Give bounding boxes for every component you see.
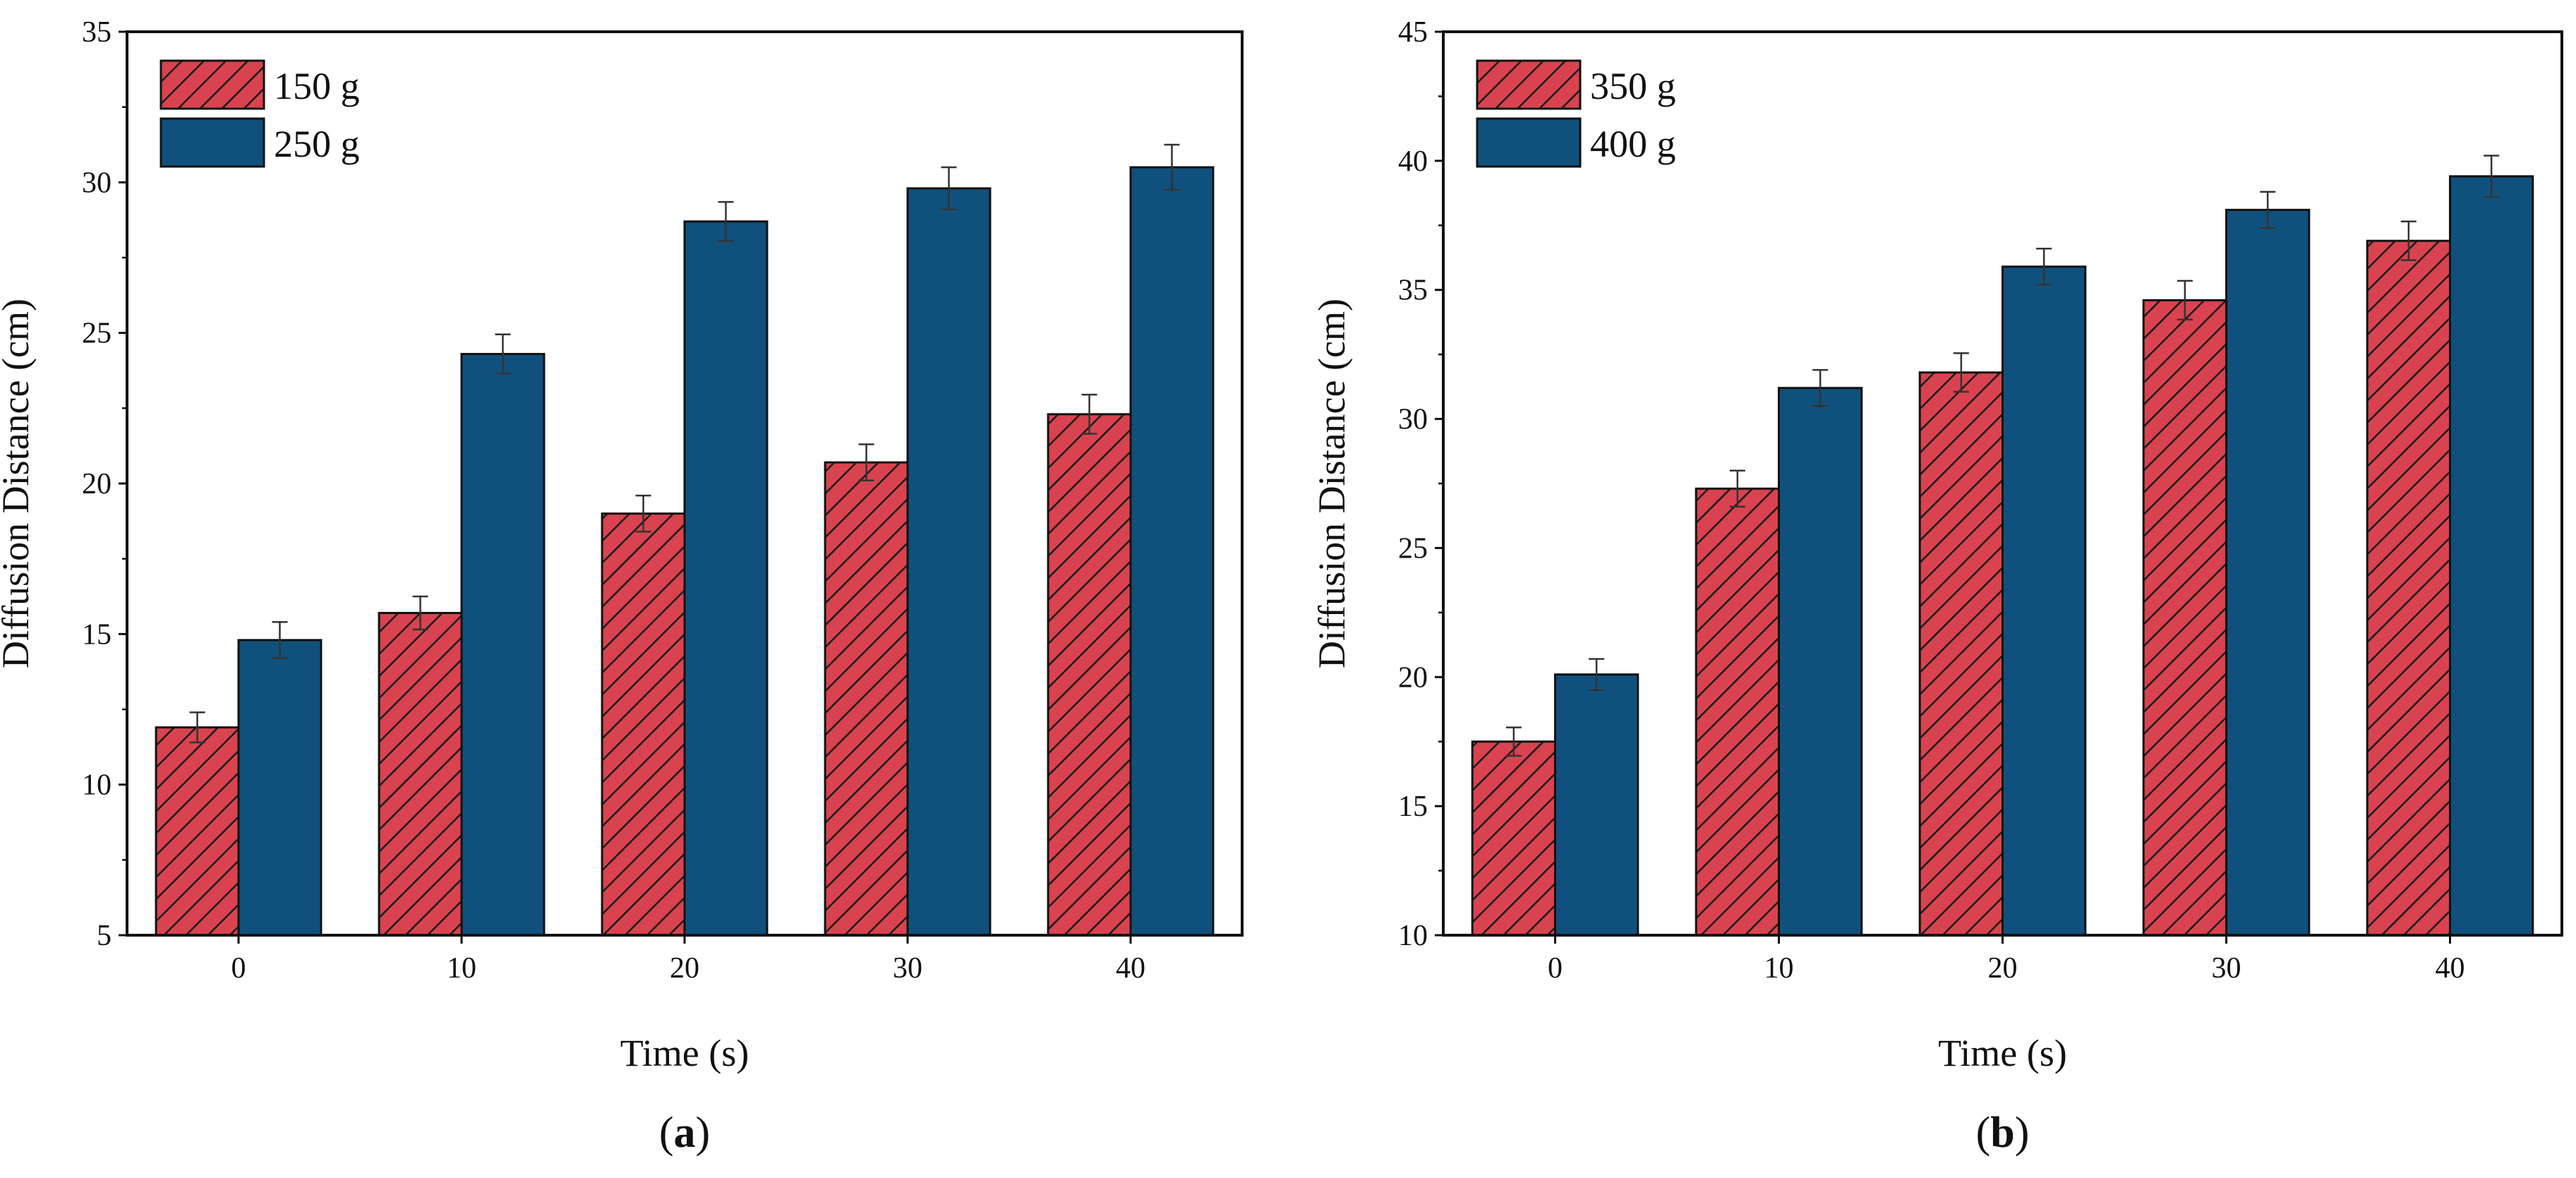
y-tick-label: 30: [82, 167, 112, 199]
panel-caption-b: (b): [1976, 1109, 2030, 1157]
bar-150g-t10: [378, 611, 463, 937]
y-axis-title-a: Diffusion Distance (cm): [0, 299, 37, 668]
bar-400g-t0: [1554, 673, 1639, 937]
x-axis-b: 0 10 20 30 40: [1548, 935, 2465, 985]
bar-400g-t10: [1778, 387, 1863, 937]
bar-400g-t30: [2225, 208, 2311, 937]
y-tick-label: 15: [1398, 791, 1428, 823]
error-bar-400g-t20: [2036, 247, 2052, 286]
error-bar-350g-t40: [2400, 220, 2416, 261]
error-bar-350g-t30: [2177, 280, 2193, 321]
error-bar-150g-t40: [1081, 393, 1097, 435]
error-bar-250g-t0: [272, 621, 288, 659]
bar-350g-t10: [1695, 487, 1780, 937]
y-axis-b: 10 15 20 25 30 35 40 45: [1398, 16, 1443, 952]
bar-250g-t0: [237, 639, 323, 937]
bar-150g-t0: [155, 726, 240, 937]
legend-label-250g: 250 g: [274, 123, 360, 165]
chart-panel-a: 5 10 15 20 25 30 35 0 10 20 30 40 Diffusion Distan…: [0, 16, 1244, 1157]
y-tick-label: 40: [1398, 145, 1428, 178]
error-bars-group-b: [1505, 155, 2500, 757]
bar-250g-t20: [683, 220, 769, 937]
y-tick-label: 45: [1398, 16, 1428, 49]
y-tick-label: 35: [82, 16, 112, 49]
x-tick-label: 10: [447, 952, 476, 985]
bar-150g-t30: [824, 461, 909, 937]
legend-swatch-250g: [160, 117, 265, 168]
y-tick-label: 10: [1398, 920, 1428, 952]
chart-panel-b: 10 15 20 25 30 35 40 45 0 10 20 30 40 Diffusion Dis…: [1311, 16, 2563, 1157]
y-axis-title-b: Diffusion Distance (cm): [1311, 299, 1353, 668]
legend-swatch-350g: [1476, 59, 1582, 110]
y-tick-label: 35: [1398, 275, 1428, 307]
x-tick-label: 0: [1548, 952, 1563, 985]
legend-label-350g: 350 g: [1590, 65, 1676, 107]
bar-150g-t40: [1047, 413, 1132, 937]
error-bar-150g-t30: [858, 443, 874, 481]
x-tick-label: 20: [1988, 952, 2018, 985]
error-bar-400g-t0: [1589, 658, 1605, 691]
y-tick-label: 25: [82, 318, 112, 350]
error-bar-350g-t10: [1729, 469, 1745, 508]
x-tick-label: 20: [670, 952, 699, 985]
x-tick-label: 30: [893, 952, 922, 985]
bar-350g-t20: [1918, 371, 2004, 937]
x-tick-label: 10: [1764, 952, 1794, 985]
bar-350g-t40: [2366, 239, 2451, 937]
x-axis-title-b: Time (s): [1938, 1032, 2067, 1074]
panel-letter-b: b: [1990, 1109, 2014, 1157]
bar-350g-t30: [2142, 299, 2227, 937]
legend-a: 150 g 250 g: [160, 59, 360, 168]
panel-caption-a: (a): [659, 1109, 710, 1157]
legend-label-150g: 150 g: [274, 65, 360, 107]
y-tick-label: 5: [97, 920, 112, 952]
bars-group-a: [155, 166, 1215, 937]
error-bar-400g-t10: [1812, 368, 1829, 407]
bars-group-b: [1471, 175, 2534, 937]
error-bar-250g-t30: [941, 166, 957, 210]
x-tick-label: 40: [2436, 952, 2465, 985]
error-bars-group-a: [189, 143, 1180, 744]
error-bar-400g-t40: [2484, 155, 2500, 198]
legend-b: 350 g 400 g: [1476, 59, 1676, 168]
error-bar-150g-t10: [412, 595, 428, 631]
error-bar-250g-t20: [718, 200, 734, 242]
bar-350g-t0: [1471, 740, 1556, 937]
y-axis-a: 5 10 15 20 25 30 35: [82, 16, 127, 952]
y-tick-label: 20: [1398, 661, 1428, 694]
y-tick-label: 30: [1398, 404, 1428, 436]
y-tick-label: 10: [82, 769, 112, 802]
error-bar-150g-t20: [635, 494, 651, 533]
error-bar-250g-t40: [1164, 143, 1180, 191]
x-tick-label: 0: [231, 952, 246, 985]
x-axis-a: 0 10 20 30 40: [231, 935, 1145, 985]
y-tick-label: 15: [82, 618, 112, 651]
bar-400g-t40: [2449, 175, 2534, 937]
legend-swatch-150g: [160, 59, 265, 110]
bar-250g-t10: [460, 353, 546, 937]
bar-150g-t20: [601, 512, 686, 937]
legend-label-400g: 400 g: [1590, 123, 1676, 165]
bar-400g-t20: [2002, 265, 2087, 937]
error-bar-400g-t30: [2260, 191, 2276, 229]
error-bar-350g-t0: [1505, 726, 1522, 757]
x-tick-label: 30: [2212, 952, 2241, 985]
y-tick-label: 25: [1398, 532, 1428, 565]
error-bar-250g-t10: [495, 333, 511, 375]
error-bar-350g-t20: [1953, 352, 1969, 393]
y-tick-label: 20: [82, 468, 112, 500]
bar-250g-t30: [906, 187, 992, 937]
x-axis-title-a: Time (s): [620, 1032, 750, 1074]
legend-swatch-400g: [1476, 117, 1582, 168]
x-tick-label: 40: [1116, 952, 1145, 985]
panel-letter-a: a: [674, 1109, 696, 1157]
bar-250g-t40: [1129, 166, 1215, 937]
error-bar-150g-t0: [189, 711, 205, 744]
